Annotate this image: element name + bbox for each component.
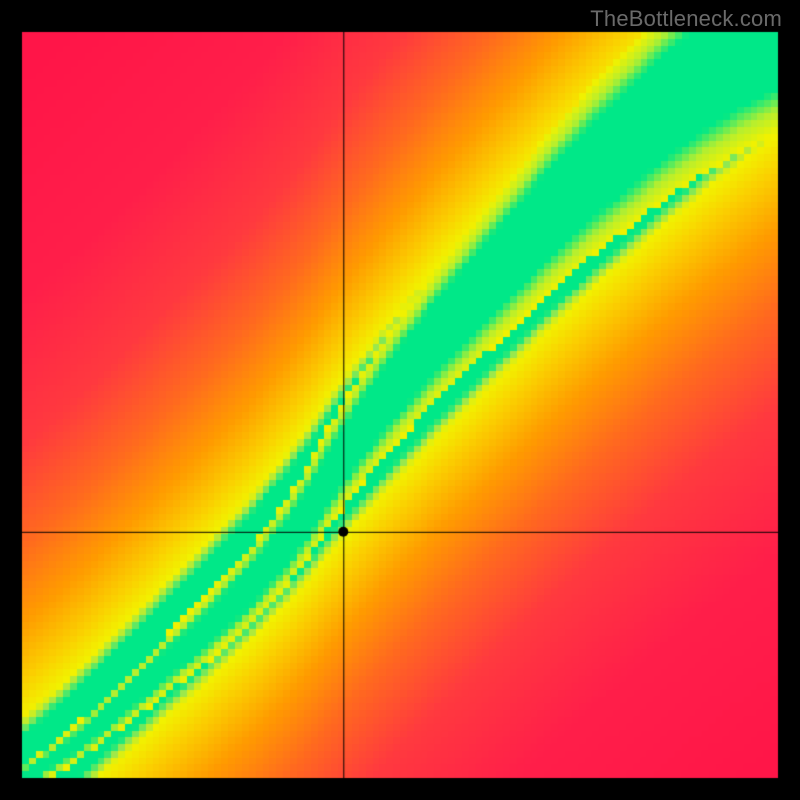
bottleneck-heatmap (0, 0, 800, 800)
chart-container: TheBottleneck.com (0, 0, 800, 800)
watermark-text: TheBottleneck.com (590, 6, 782, 32)
